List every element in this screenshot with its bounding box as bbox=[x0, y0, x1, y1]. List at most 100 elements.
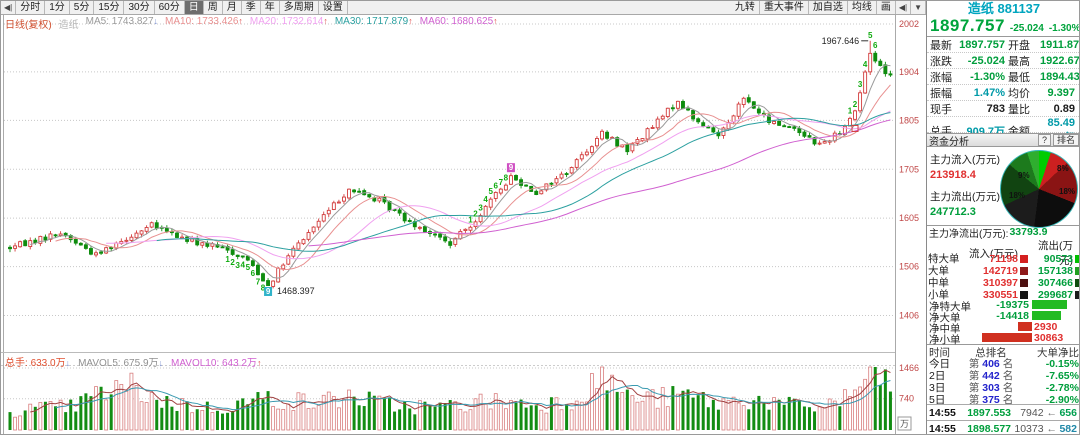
flow-table-row: 小单 330551 299687 bbox=[927, 287, 1079, 301]
outflow-value: 90573 bbox=[1043, 252, 1073, 265]
svg-text:4: 4 bbox=[863, 60, 868, 69]
tick-row[interactable]: 14:55 1898.577 10373 ← 582 bbox=[927, 420, 1079, 435]
pie-slice-label: 18% bbox=[1009, 191, 1026, 201]
toolbar-period-季[interactable]: 季 bbox=[242, 1, 261, 14]
stock-name-code[interactable]: 造纸 881137 bbox=[967, 1, 1041, 16]
main-outflow-value: 247712.3 bbox=[930, 206, 976, 219]
toolbar-tool-画[interactable]: 画 bbox=[877, 1, 896, 14]
inflow-value: 330551 bbox=[982, 288, 1018, 301]
volume-readout: MAVOL5: 675.9万↓ bbox=[78, 354, 163, 369]
net-order-bar bbox=[1032, 300, 1067, 309]
toolbar-period-5分[interactable]: 5分 bbox=[70, 1, 95, 14]
svg-text:1: 1 bbox=[848, 107, 853, 116]
rank-pct: -2.78% bbox=[1045, 381, 1079, 394]
outflow-swatch bbox=[1075, 278, 1079, 287]
toolbar-period-1分[interactable]: 1分 bbox=[45, 1, 70, 14]
svg-text:1468.397: 1468.397 bbox=[277, 286, 315, 296]
toolbar-period-多周期[interactable]: 多周期 bbox=[280, 1, 319, 14]
period-label[interactable]: 日线(复权) bbox=[5, 20, 52, 31]
tick-count: 656 bbox=[1059, 406, 1077, 419]
rank-pct: -2.90% bbox=[1045, 393, 1079, 406]
tick-volume-number: 10373 bbox=[1014, 422, 1044, 435]
help-button[interactable]: ? bbox=[1037, 134, 1051, 147]
toolbar-tool-九转[interactable]: 九转 bbox=[731, 1, 760, 14]
tick-time: 14:55 bbox=[929, 422, 956, 435]
ma-trend-arrow-icon: ↑ bbox=[323, 16, 328, 26]
flow-table-row: 特大单 71198 90573 bbox=[927, 251, 1079, 265]
quote-grid: 最新1897.757开盘1911.876涨跌-25.024最高1922.670涨… bbox=[927, 37, 1080, 144]
svg-text:万: 万 bbox=[900, 419, 909, 429]
toolbar-period-30分[interactable]: 30分 bbox=[124, 1, 155, 14]
main-outflow-label: 主力流出(万元) bbox=[930, 191, 1000, 204]
rank-number: 406 bbox=[982, 358, 1000, 370]
toolbar-period-月[interactable]: 月 bbox=[223, 1, 242, 14]
outflow-value: 307466 bbox=[1037, 276, 1073, 289]
quote-label: 涨幅 bbox=[930, 72, 952, 85]
rank-number: 303 bbox=[982, 382, 1000, 394]
svg-text:7: 7 bbox=[499, 178, 504, 187]
net-order-value: 30863 bbox=[1034, 332, 1064, 344]
rank-pct: -0.15% bbox=[1045, 357, 1079, 370]
net-order-bar bbox=[1018, 322, 1032, 331]
inflow-value: 310397 bbox=[982, 276, 1018, 289]
svg-text:3: 3 bbox=[235, 261, 240, 270]
fund-flow-pie-chart: 8% 18% 18% 9% bbox=[1000, 150, 1078, 229]
rank-row: 2日第 442 名 -7.65% bbox=[927, 368, 1079, 383]
order-size-label: 特大单 bbox=[928, 253, 960, 265]
net-flow-value: 33793.9 bbox=[1009, 226, 1048, 238]
last-price: 1897.757 bbox=[930, 16, 1005, 35]
candlestick-chart[interactable]: 20021904180517051605150614061466740万1967… bbox=[1, 1, 926, 435]
quote-value: 1922.670 bbox=[1040, 55, 1080, 68]
net-order-label: 净中单 bbox=[929, 323, 961, 335]
toolbar-period-周[interactable]: 周 bbox=[204, 1, 223, 14]
quote-value: 9.397 bbox=[1047, 87, 1075, 100]
ma-value: 1680.625 bbox=[451, 16, 494, 27]
quote-value: 1911.876 bbox=[1040, 39, 1080, 52]
vol-label: 总手: bbox=[5, 358, 28, 369]
toolbar-period-日[interactable]: 日 bbox=[184, 1, 204, 14]
quote-row: 现手 783 量比 0.89 bbox=[927, 101, 1079, 118]
volume-indicator-header: 总手: 633.0万↓ MAVOL5: 675.9万↓ MAVOL10: 643.2… bbox=[5, 354, 262, 369]
toolbar-tool-重大事件[interactable]: 重大事件 bbox=[760, 1, 809, 14]
toolbar-period-分时[interactable]: 分时 bbox=[16, 1, 46, 14]
svg-text:7: 7 bbox=[256, 277, 261, 286]
toolbar-period-15分[interactable]: 15分 bbox=[94, 1, 125, 14]
outflow-value: 299687 bbox=[1037, 288, 1073, 301]
flow-table-row: 大单 142719 157138 bbox=[927, 263, 1079, 277]
toolbar-period-年[interactable]: 年 bbox=[261, 1, 280, 14]
flow-table-row: 中单 310397 307466 bbox=[927, 275, 1079, 289]
vol-trend-arrow-icon: ↓ bbox=[158, 358, 164, 368]
svg-text:5: 5 bbox=[488, 187, 493, 196]
toolbar-tool-均线[interactable]: 均线 bbox=[848, 1, 877, 14]
collapse-left-icon[interactable]: ◀| bbox=[1, 1, 17, 14]
svg-text:8: 8 bbox=[261, 284, 266, 293]
tick-row[interactable]: 14:55 1897.553 7942 ← 656 bbox=[927, 404, 1079, 420]
svg-text:1406: 1406 bbox=[899, 311, 919, 321]
toolbar-period-60分[interactable]: 60分 bbox=[155, 1, 185, 14]
inflow-swatch bbox=[1020, 278, 1028, 287]
main-inflow-value: 213918.4 bbox=[930, 169, 976, 182]
quote-row: 涨幅 -1.30%最低 1894.433 bbox=[927, 69, 1079, 86]
inflow-swatch bbox=[1020, 290, 1028, 299]
toolbar-period-设置[interactable]: 设置 bbox=[319, 1, 348, 14]
rank-table-header: 时间 总排名 大单净比 bbox=[927, 344, 1079, 359]
svg-text:1: 1 bbox=[225, 255, 230, 264]
fund-flow-area: 主力流入(万元) 213918.4 主力流出(万元) 247712.3 8% 18… bbox=[927, 147, 1079, 229]
vol-trend-arrow-icon: ↓ bbox=[65, 358, 71, 368]
quote-label: 最新 bbox=[930, 40, 952, 53]
ma-value: 1743.827 bbox=[111, 16, 154, 27]
collapse-right-icon[interactable]: ◀| bbox=[896, 1, 912, 14]
rank-suffix: 名 bbox=[1002, 394, 1014, 406]
vol-value: 633.0万 bbox=[30, 358, 66, 369]
ma-value: 1733.426 bbox=[196, 16, 239, 27]
fund-analysis-header: 资金分析 ? 排名 bbox=[927, 133, 1079, 148]
dropdown-icon[interactable]: ▼ bbox=[911, 1, 926, 14]
ma-trend-arrow-icon: ↓ bbox=[153, 16, 159, 26]
svg-text:1466: 1466 bbox=[899, 363, 919, 373]
svg-text:6: 6 bbox=[494, 181, 499, 190]
rank-button[interactable]: 排名 bbox=[1052, 134, 1079, 147]
rank-suffix: 名 bbox=[1002, 370, 1014, 382]
toolbar-tool-加自选[interactable]: 加自选 bbox=[809, 1, 848, 14]
rank-row: 5日第 375 名 -2.90% bbox=[927, 392, 1079, 407]
